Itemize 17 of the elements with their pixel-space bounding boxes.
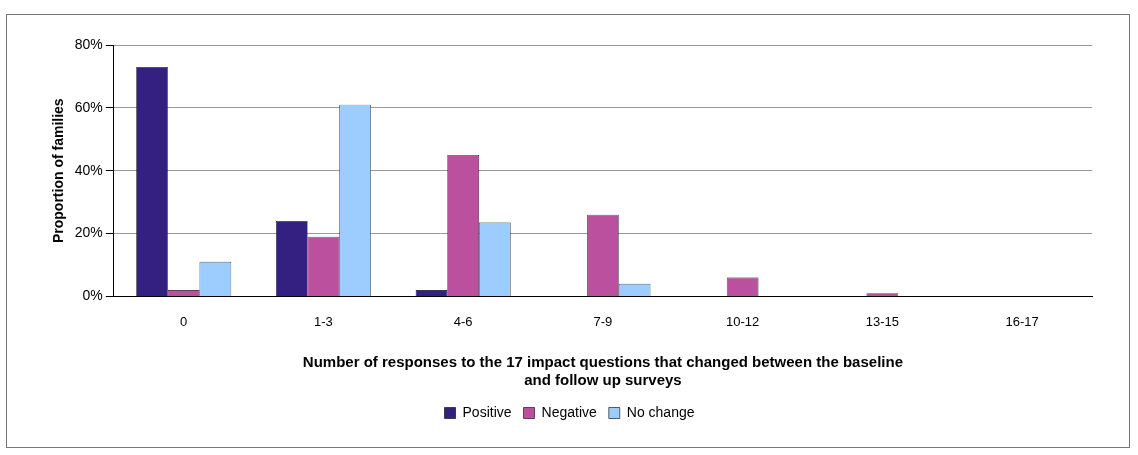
- x-tick-label: 10-12: [726, 313, 760, 329]
- y-tick-label: 60%: [74, 98, 103, 115]
- y-tick-label: 20%: [74, 224, 103, 241]
- x-tick-label: 4-6: [453, 313, 473, 329]
- y-tick-label: 0%: [82, 287, 103, 304]
- x-tick-label: 0: [180, 313, 188, 329]
- x-tick-label: 13-15: [865, 313, 900, 329]
- legend-label: Negative: [541, 403, 597, 420]
- x-tick-label: 7-9: [593, 313, 613, 329]
- y-axis-title: Proportion of families: [50, 98, 67, 244]
- x-tick-label: 16-17: [1005, 313, 1039, 329]
- x-axis-title: Number of responses to the 17 impact questions that changed between the baseline and follow up surveys: [302, 353, 903, 389]
- legend-label: No change: [626, 403, 695, 420]
- x-tick-label: 1-3: [314, 313, 333, 329]
- legend-label: Positive: [462, 403, 512, 420]
- y-tick-label: 80%: [74, 35, 103, 52]
- y-tick-label: 40%: [74, 161, 103, 178]
